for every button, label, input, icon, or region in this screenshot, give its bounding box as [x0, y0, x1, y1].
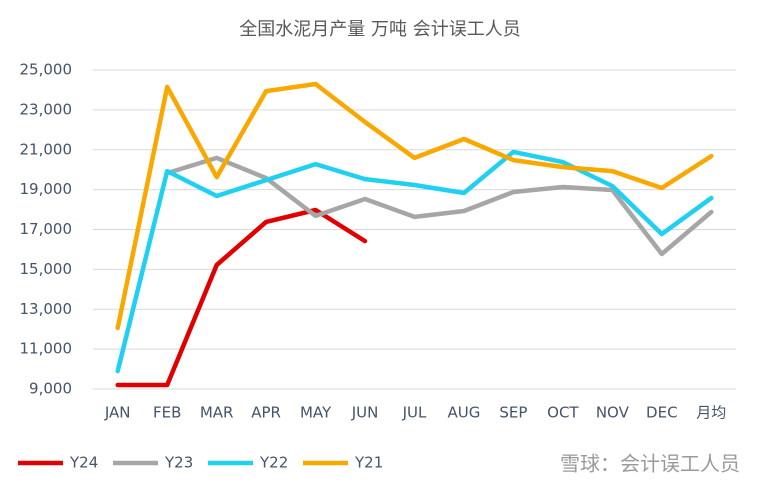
- y-tick-label: 23,000: [20, 100, 73, 118]
- x-tick-label: NOV: [596, 404, 630, 422]
- y-tick-label: 13,000: [20, 300, 73, 318]
- series-line: [115, 149, 714, 374]
- y-tick-label: 19,000: [20, 180, 73, 198]
- x-tick-label: 月均: [696, 404, 726, 422]
- y-tick-label: 25,000: [20, 61, 73, 79]
- chart-title: 全国水泥月产量 万吨 会计误工人员: [239, 19, 520, 40]
- x-tick-label: AUG: [448, 404, 481, 422]
- x-tick-label: APR: [251, 404, 281, 422]
- x-tick-label: SEP: [499, 404, 527, 422]
- legend-label: Y24: [69, 454, 98, 472]
- series-line: [115, 207, 368, 388]
- y-tick-label: 15,000: [20, 260, 73, 278]
- legend-label: Y22: [259, 454, 288, 472]
- legend-label: Y21: [354, 454, 383, 472]
- series-line: [115, 81, 714, 331]
- x-tick-label: JUL: [402, 404, 427, 422]
- y-tick-label: 21,000: [20, 140, 73, 158]
- legend-label: Y23: [164, 454, 193, 472]
- watermark: 雪球：会计误工人员: [560, 452, 740, 476]
- x-tick-label: JUN: [351, 404, 379, 422]
- y-tick-label: 9,000: [29, 380, 72, 398]
- y-tick-label: 11,000: [20, 340, 73, 358]
- x-tick-label: FEB: [153, 404, 181, 422]
- x-tick-label: MAR: [200, 404, 234, 422]
- x-tick-label: JAN: [104, 404, 131, 422]
- x-tick-label: DEC: [646, 404, 678, 422]
- x-tick-label: OCT: [547, 404, 579, 422]
- x-tick-label: MAY: [300, 404, 332, 422]
- y-tick-label: 17,000: [20, 220, 73, 238]
- series-line: [164, 155, 714, 257]
